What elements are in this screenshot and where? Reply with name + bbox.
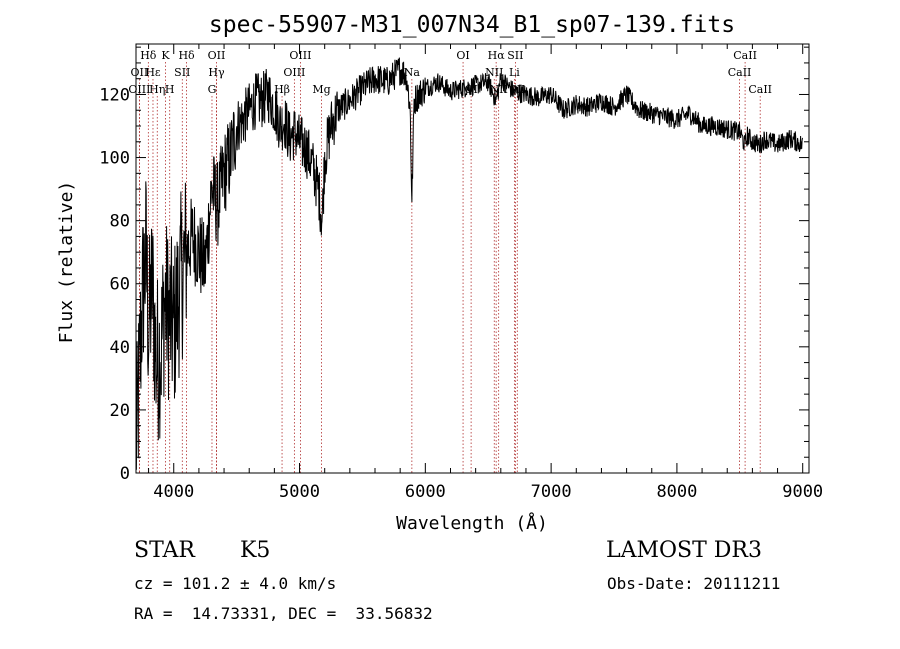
y-tick-label: 120 <box>99 85 130 105</box>
spectral-line-label: OIII <box>289 49 311 62</box>
spectral-line-label: H <box>165 83 175 96</box>
x-tick-label: 4000 <box>153 482 194 502</box>
survey-name: LAMOST DR3 <box>606 538 762 563</box>
sky-coordinates: RA = 14.73331, DEC = 33.56832 <box>134 604 433 623</box>
spectral-line-label: OIII <box>128 83 150 96</box>
spectral-line-label: Hβ <box>274 83 290 96</box>
spectral-line-label: Hα <box>488 49 506 62</box>
redshift-velocity: cz = 101.2 ± 4.0 km/s <box>134 574 337 593</box>
spectral-line-label: Li <box>509 66 520 79</box>
spectral-line-label: Na <box>404 66 421 79</box>
spectrum-trace-group <box>135 57 803 470</box>
x-axis-label: Wavelength (Å) <box>396 512 548 534</box>
y-tick-label: 20 <box>110 401 130 421</box>
spectral-class: STAR <box>134 538 195 563</box>
y-tick-label: 60 <box>110 275 130 295</box>
y-tick-label: 40 <box>110 338 130 358</box>
spectral-line-label: Hγ <box>208 66 225 79</box>
spectral-line-label: OII <box>131 66 149 79</box>
spectral-line-label: OII <box>208 49 226 62</box>
x-tick-label: 8000 <box>656 482 697 502</box>
y-tick-label: 0 <box>120 464 130 484</box>
spectral-subclass: K5 <box>240 538 271 563</box>
x-tick-label: 7000 <box>531 482 572 502</box>
spectral-line-label: Mg <box>312 83 330 96</box>
spectral-line-label: OIII <box>283 66 305 79</box>
spectral-line-label: OI <box>456 49 469 62</box>
spectral-line-label: Hε <box>145 66 161 79</box>
plot-frame <box>135 43 810 474</box>
spectral-line-label: Hη <box>149 83 165 96</box>
spectral-line-label: K <box>161 49 170 62</box>
spectral-line-label: SII <box>174 66 190 79</box>
spectral-line-label: CaII <box>728 66 752 79</box>
observation-date: Obs-Date: 20111211 <box>607 574 781 593</box>
x-tick-label: 9000 <box>782 482 823 502</box>
spectral-line-label: SII <box>507 49 523 62</box>
chart-title: spec-55907-M31_007N34_B1_sp07-139.fits <box>209 12 735 38</box>
spectral-line-label: Hδ <box>140 49 157 62</box>
spectral-line-label: CaII <box>733 49 757 62</box>
spectral-line-label: G <box>208 83 217 96</box>
y-axis-label: Flux (relative) <box>56 181 77 344</box>
y-tick-label: 80 <box>110 212 130 232</box>
x-tick-label: 5000 <box>279 482 320 502</box>
x-tick-label: 6000 <box>405 482 446 502</box>
spectral-line-label: Hδ <box>178 49 195 62</box>
y-tick-label: 100 <box>99 149 130 169</box>
spectral-line-label: CaII <box>748 83 772 96</box>
axis-ticks: 4000 5000 6000 7000 8000 9000 0 20 40 60 80 100 120 <box>99 44 823 502</box>
spectrum-trace <box>135 57 803 470</box>
